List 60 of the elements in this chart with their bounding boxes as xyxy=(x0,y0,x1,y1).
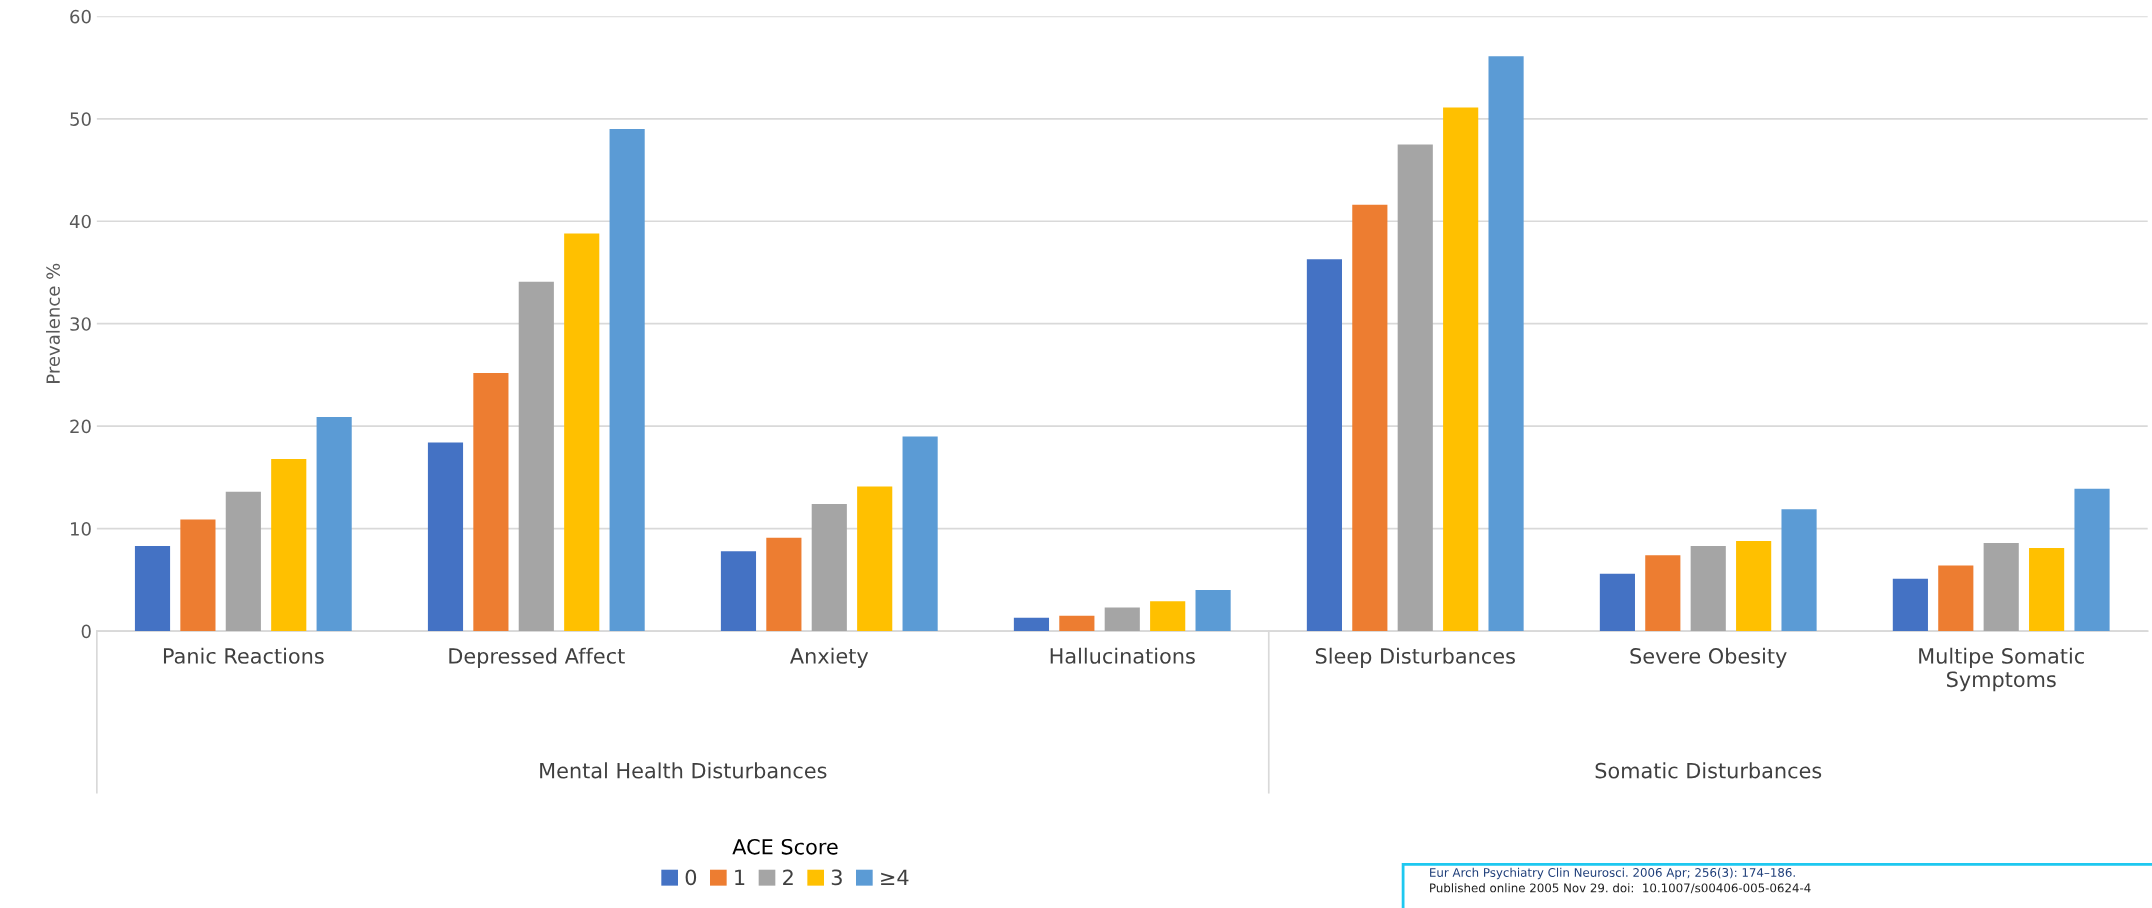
y-tick-label: 10 xyxy=(70,522,91,536)
bar xyxy=(1599,573,1635,632)
bar xyxy=(2074,488,2110,632)
bar xyxy=(1397,144,1433,632)
legend-title: ACE Score xyxy=(732,838,838,855)
text: Mental Health Disturbances xyxy=(540,762,827,779)
bar xyxy=(180,519,216,632)
bar xyxy=(1736,540,1772,632)
bar xyxy=(902,436,938,632)
x-tick-label: Anxiety xyxy=(790,647,869,668)
y-tick-label: 30 xyxy=(70,317,91,331)
y-tick-label: 0 xyxy=(81,624,91,639)
x-tick-label: Sleep Disturbances xyxy=(1315,647,1515,668)
text: Published online 2005 Nov 29. doi: 10.1007/s00406-005-0624-4 xyxy=(1430,883,1811,894)
bar xyxy=(225,491,261,632)
bar xyxy=(1150,601,1186,632)
bar xyxy=(1488,56,1524,632)
x-tick-label: Severe Obesity xyxy=(1630,647,1787,668)
bar xyxy=(1195,590,1231,632)
y-tick-label: 50 xyxy=(70,112,91,126)
legend-label: ≥4 xyxy=(881,869,909,885)
bar xyxy=(857,486,893,632)
bar xyxy=(427,442,464,632)
bar xyxy=(2029,548,2065,632)
bar xyxy=(1938,565,1974,632)
bar xyxy=(473,372,509,632)
legend-label: 0 xyxy=(685,869,697,886)
x-tick-label: Panic Reactions xyxy=(163,647,324,664)
bar xyxy=(811,504,847,632)
bar xyxy=(1781,509,1817,632)
bar xyxy=(564,233,600,632)
bar xyxy=(1352,204,1388,632)
legend-label: 1 xyxy=(735,869,745,885)
y-tick-label: 20 xyxy=(70,419,91,434)
bar xyxy=(134,546,171,632)
bar xyxy=(1104,607,1140,632)
bar xyxy=(1306,259,1342,632)
y-tick-label: 60 xyxy=(70,9,91,24)
bar xyxy=(1059,615,1095,632)
y-axis-title: Prevalence % xyxy=(45,263,60,383)
bar xyxy=(609,129,645,632)
bar xyxy=(518,281,554,632)
legend-label: 2 xyxy=(783,869,793,885)
bar xyxy=(1892,578,1928,632)
text: Somatic Disturbances xyxy=(1595,762,1822,779)
bar xyxy=(1013,617,1050,632)
bar xyxy=(1983,542,2019,632)
bar xyxy=(766,537,802,632)
bar xyxy=(1690,546,1726,632)
bar xyxy=(1645,555,1681,632)
x-tick-label: Depressed Affect xyxy=(449,647,625,668)
bar xyxy=(271,458,307,632)
bar xyxy=(720,551,757,632)
y-tick-label: 40 xyxy=(69,214,91,229)
bar xyxy=(316,416,352,632)
text: Eur Arch Psychiatry Clin Neurosci. 2006 Apr; 256(3): 174–186. xyxy=(1430,867,1795,880)
legend-label: 3 xyxy=(831,869,842,886)
x-tick-label: Multipe Somatic Symptoms xyxy=(1919,647,2084,692)
bar xyxy=(1443,107,1479,632)
x-tick-label: Hallucinations xyxy=(1050,647,1195,664)
